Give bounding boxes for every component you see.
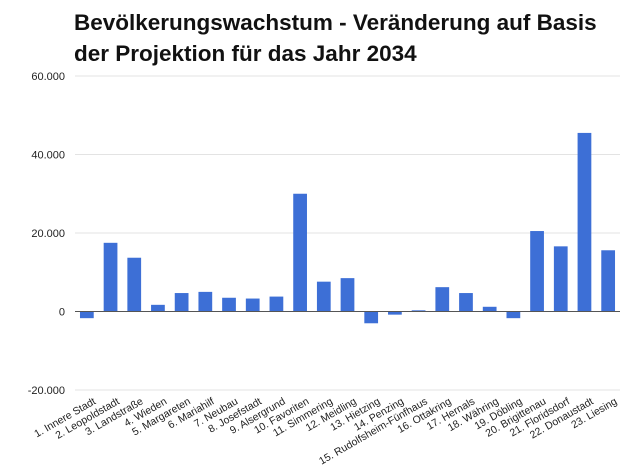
bar-13 [364, 311, 379, 324]
y-tick-label: 40.000 [31, 150, 65, 162]
bar-8 [245, 298, 260, 312]
bar-1 [79, 311, 94, 319]
bar-17 [459, 293, 473, 312]
bar-2 [103, 242, 118, 312]
bar-4 [151, 304, 165, 312]
y-tick-label: 20.000 [31, 228, 65, 240]
bar-10 [293, 193, 307, 312]
chart-title-line-2: der Projektion für das Jahr 2034 [74, 41, 417, 66]
bars [79, 132, 616, 324]
bar-18 [482, 306, 497, 312]
bar-20 [530, 231, 544, 312]
bar-12 [340, 278, 355, 312]
bar-23 [601, 250, 616, 312]
chart-title-line-1: Bevölkerungswachstum - Veränderung auf B… [74, 10, 597, 35]
bar-9 [269, 296, 284, 312]
bar-14 [388, 311, 402, 315]
bar-21 [553, 246, 568, 312]
bar-22 [577, 132, 592, 312]
y-tick-label: 0 [59, 307, 65, 319]
bar-11 [316, 281, 331, 312]
bar-3 [127, 257, 142, 312]
bar-15 [411, 310, 426, 312]
y-tick-label: 60.000 [31, 71, 65, 83]
bar-7 [222, 297, 236, 312]
bar-16 [435, 287, 450, 312]
gridlines [75, 75, 620, 391]
chart-title: Bevölkerungswachstum - Veränderung auf B… [74, 7, 634, 69]
y-axis-tick-labels: -20.000 0 20.000 40.000 60.000 [28, 71, 65, 397]
bar-6 [198, 291, 213, 312]
y-tick-label: -20.000 [28, 385, 65, 397]
bar-19 [506, 311, 521, 319]
bar-5 [174, 293, 189, 312]
